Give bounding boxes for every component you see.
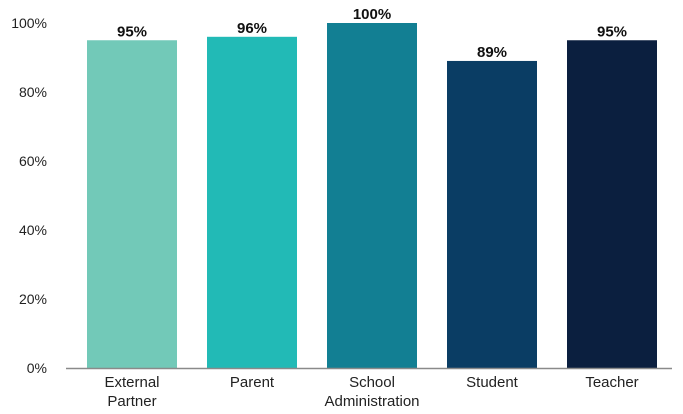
category-label-line: External — [104, 374, 159, 391]
data-label: 100% — [353, 6, 391, 23]
category-label: Teacher — [585, 374, 638, 391]
y-tick-label: 20% — [19, 291, 47, 307]
category-label-line: Partner — [107, 393, 156, 410]
y-tick-label: 100% — [11, 15, 47, 31]
data-label: 95% — [117, 23, 147, 40]
category-label: Student — [466, 374, 519, 391]
bar — [207, 36, 297, 369]
y-tick-label: 40% — [19, 222, 47, 238]
bar — [567, 40, 657, 368]
category-label: Parent — [230, 374, 275, 391]
data-label: 89% — [477, 44, 507, 61]
bar — [327, 23, 417, 368]
data-label: 96% — [237, 20, 267, 37]
y-tick-label: 80% — [19, 84, 47, 100]
category-label-line: Administration — [324, 393, 419, 410]
data-label: 95% — [597, 23, 627, 40]
category-label-line: Student — [466, 374, 519, 391]
bar — [447, 60, 537, 368]
y-tick-label: 60% — [19, 153, 47, 169]
category-label: External Partner — [104, 374, 159, 410]
category-label: School Administration — [324, 374, 419, 410]
category-label-line: Parent — [230, 374, 275, 391]
category-label-line: Teacher — [585, 374, 638, 391]
category-label-line: School — [349, 374, 395, 391]
y-tick-label: 0% — [27, 360, 47, 376]
bar — [87, 40, 177, 368]
